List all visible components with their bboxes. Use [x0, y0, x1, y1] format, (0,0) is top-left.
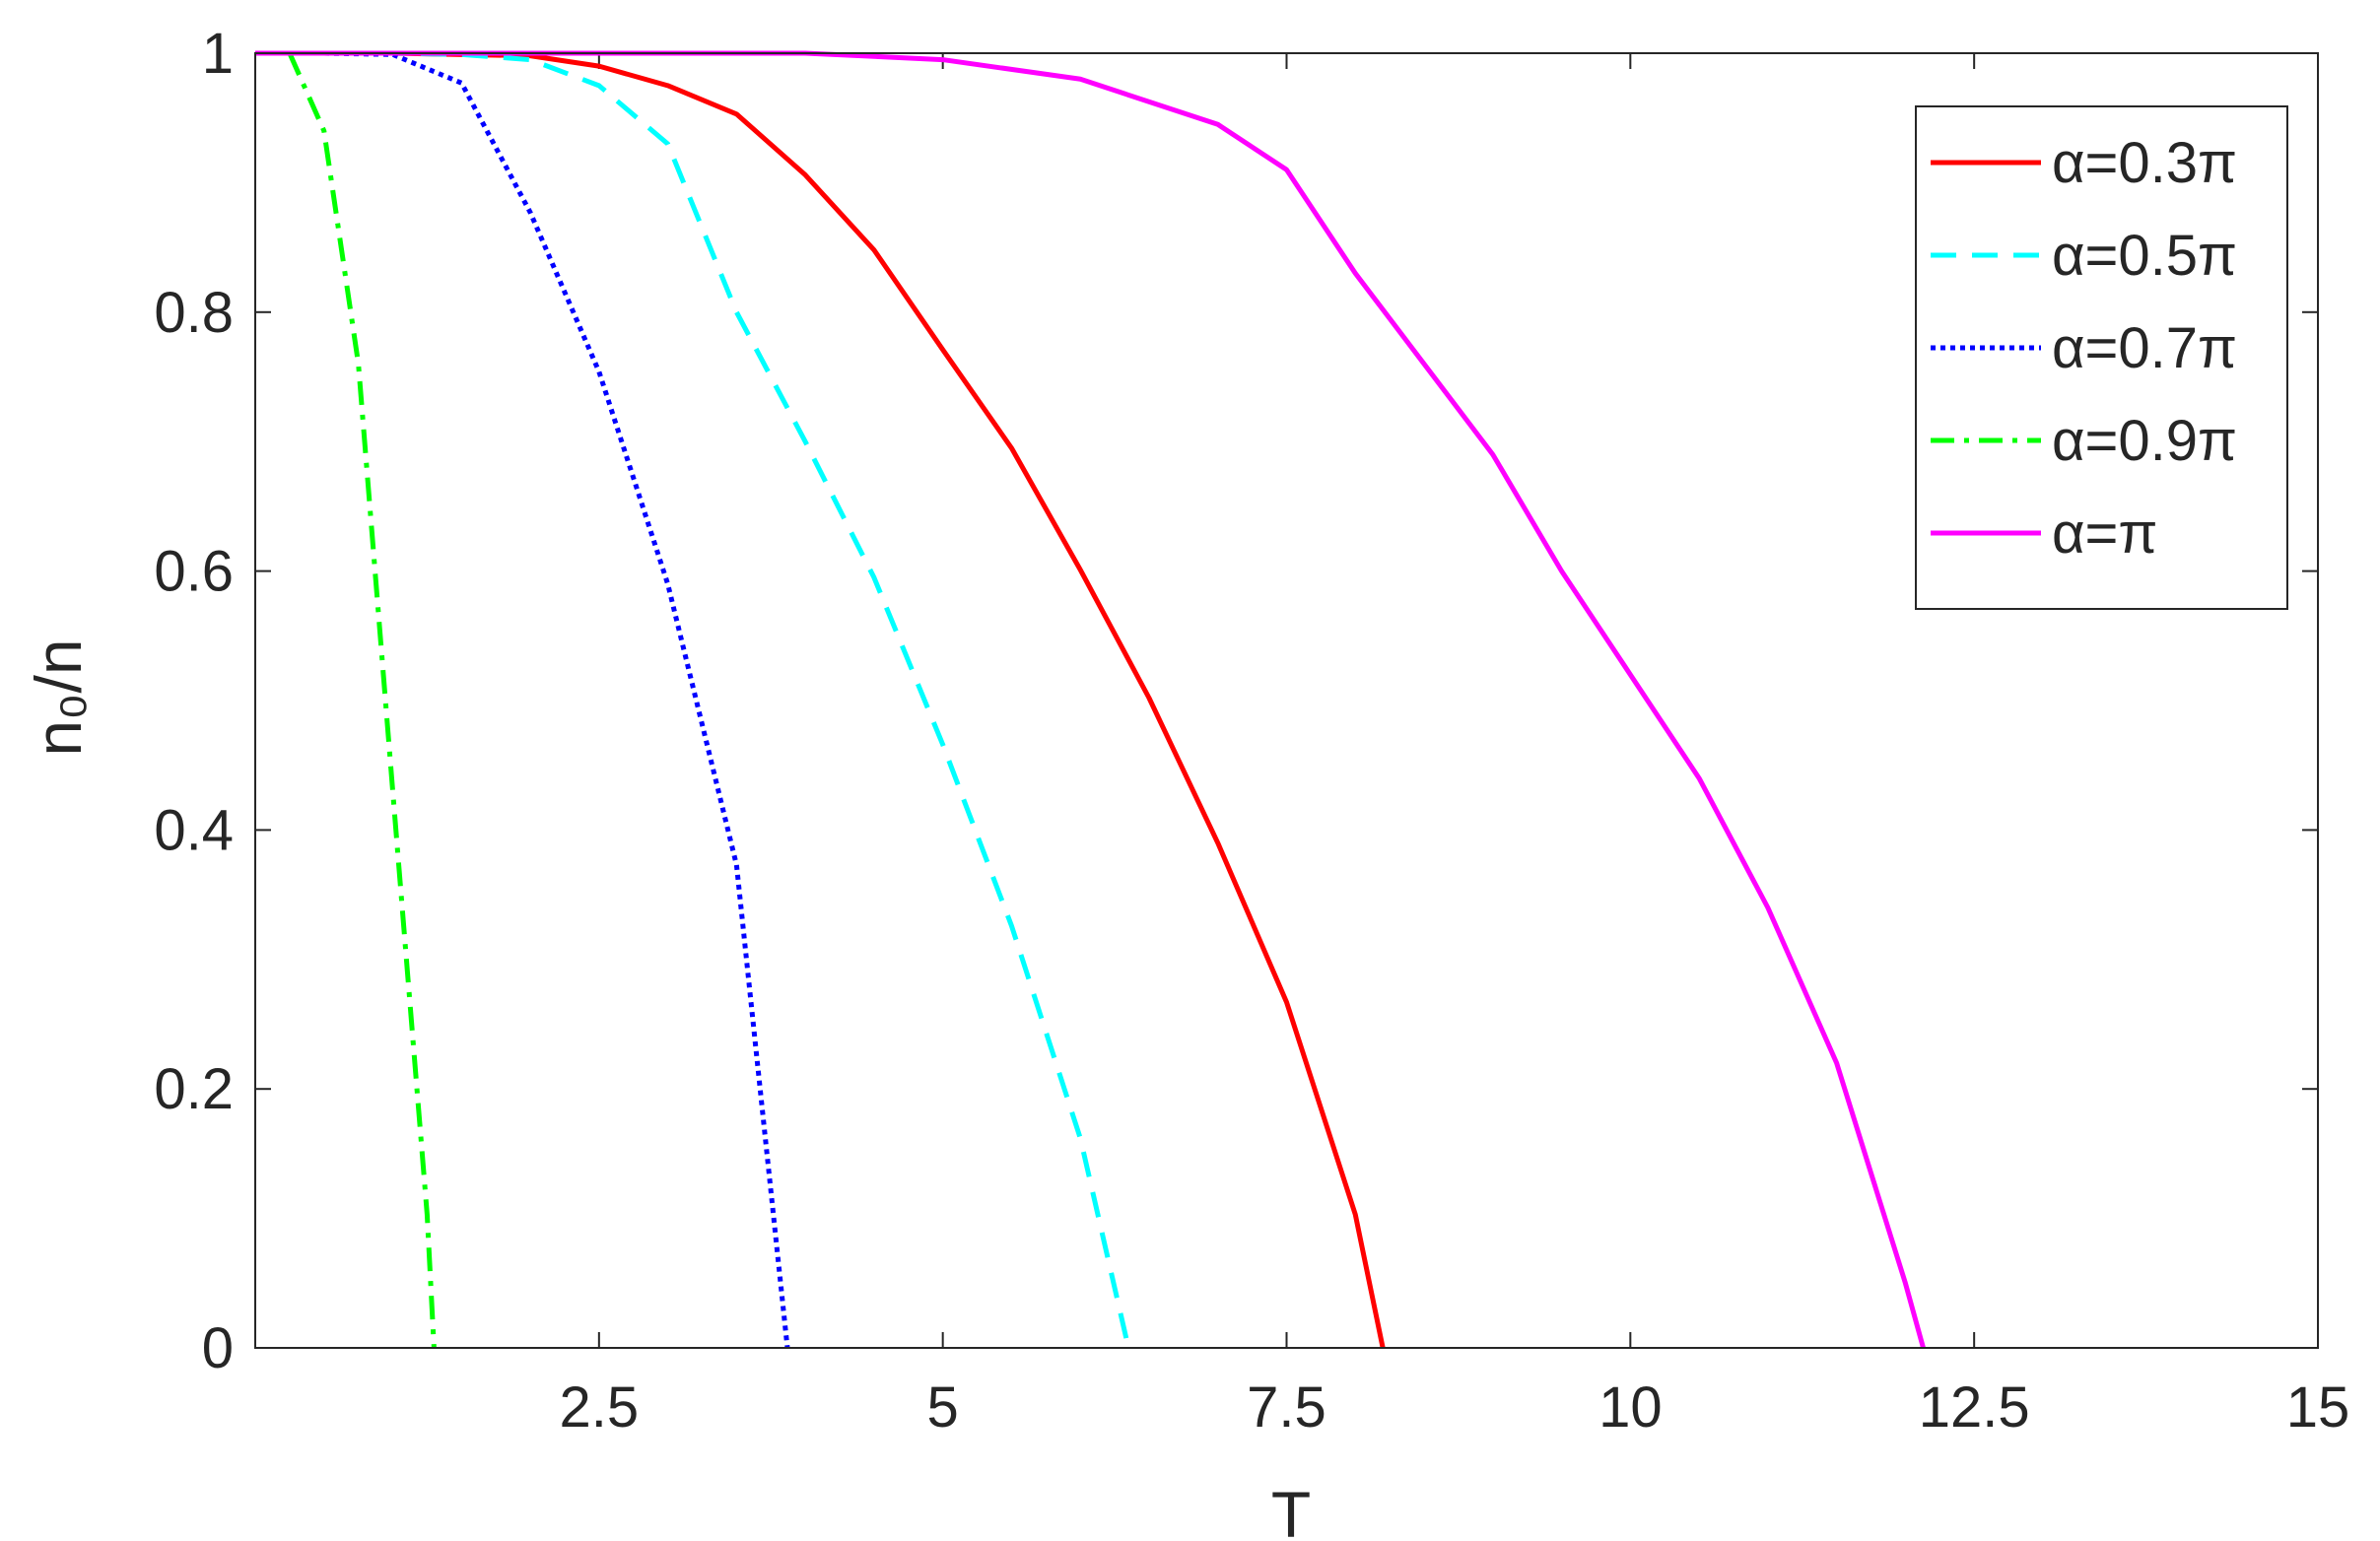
legend-label: α=0.3π: [2052, 131, 2237, 195]
x-tick-label: 15: [2286, 1375, 2350, 1440]
x-tick-label: 10: [1598, 1375, 1663, 1440]
x-axis-label: T: [1271, 1478, 1311, 1541]
legend-label: α=0.7π: [2052, 316, 2237, 380]
series-line: [255, 50, 1926, 1349]
legend-label: α=0.9π: [2052, 409, 2237, 473]
y-axis-label: n₀/n: [22, 638, 95, 756]
legend-box: [1915, 105, 2288, 610]
y-tick-label: 0.4: [154, 798, 234, 862]
legend-label: α=π: [2052, 502, 2157, 566]
x-tick-label: 5: [927, 1375, 959, 1440]
y-tick-label: 0.2: [154, 1057, 234, 1121]
x-tick-label: 7.5: [1247, 1375, 1326, 1440]
legend-label: α=0.5π: [2052, 224, 2237, 288]
axes-box: [254, 52, 2319, 1349]
x-tick-label: 2.5: [560, 1375, 640, 1440]
series-line: [255, 50, 1131, 1349]
y-tick-label: 0.8: [154, 281, 234, 345]
y-tick-label: 0: [202, 1316, 234, 1380]
x-tick-label: 12.5: [1919, 1375, 2030, 1440]
series-line: [287, 51, 437, 1349]
y-tick-label: 1: [202, 22, 234, 86]
y-tick-label: 0.6: [154, 540, 234, 604]
